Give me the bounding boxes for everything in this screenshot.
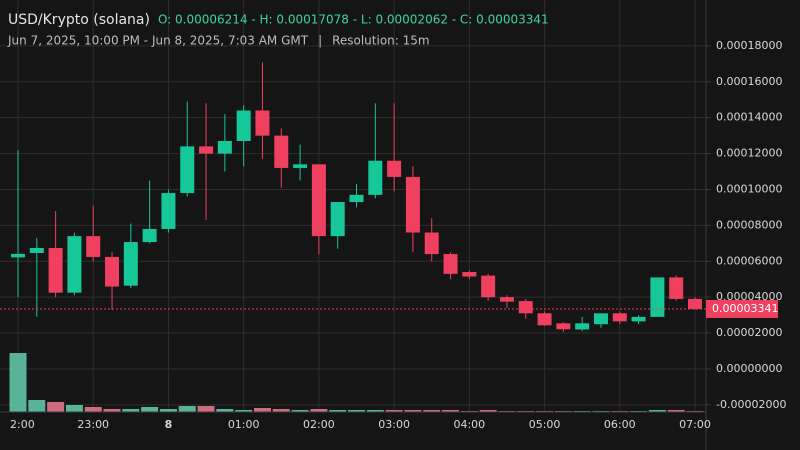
volume-bar — [178, 406, 196, 412]
candle-body — [11, 253, 25, 258]
volume-bar — [404, 410, 422, 412]
y-tick-label: 0.00014000 — [716, 111, 782, 124]
candle-body — [349, 194, 364, 203]
candle-body — [123, 242, 138, 286]
volume-bar — [310, 409, 328, 412]
y-tick-label: -0.00002000 — [716, 398, 786, 411]
resolution: Resolution: 15m — [332, 34, 430, 48]
candle-body — [537, 313, 552, 326]
volume-bar — [28, 400, 46, 412]
volume-bar — [272, 409, 290, 412]
y-tick-label: 0.00016000 — [716, 75, 782, 88]
x-tick-label: 8 — [165, 418, 173, 431]
volume-bar — [141, 407, 159, 412]
volume-bar — [348, 410, 365, 412]
volume-bar — [329, 410, 347, 412]
x-tick-label: 01:00 — [228, 418, 260, 431]
y-tick-label: 0.00012000 — [716, 147, 782, 160]
x-tick-label: 02:00 — [303, 418, 335, 431]
candle-body — [387, 160, 402, 177]
candle-body — [142, 228, 157, 243]
candle-body — [236, 110, 251, 142]
candle-body — [443, 254, 458, 274]
candle-body — [29, 247, 44, 253]
volume-bar — [9, 353, 27, 412]
x-tick-label: 2:00 — [10, 418, 35, 431]
candle-body — [499, 297, 514, 302]
candle-body — [67, 236, 82, 293]
volume-bar — [197, 406, 215, 412]
volume-bar — [122, 409, 140, 412]
chart-title: USD/Krypto (solana) — [8, 12, 150, 28]
candle-body — [669, 277, 684, 299]
candle-body — [612, 313, 627, 322]
volume-bar — [385, 410, 403, 412]
candle-body — [217, 141, 232, 154]
volume-bar — [479, 410, 497, 412]
candle-body — [575, 323, 590, 330]
volume-bar — [648, 410, 666, 412]
candle-body — [631, 316, 646, 322]
candle-body — [593, 313, 608, 325]
last-price-box — [706, 299, 778, 318]
volume-bar — [235, 410, 253, 412]
candle-body — [255, 110, 270, 136]
y-tick-label: 0.00000000 — [716, 362, 782, 375]
candle-body — [650, 277, 665, 317]
x-tick-label: 05:00 — [529, 418, 561, 431]
ohlc-text: O: 0.00006214 - H: 0.00017078 - L: 0.000… — [158, 13, 549, 27]
volume-bar — [84, 407, 102, 412]
candle-body — [330, 202, 345, 237]
volume-bar — [47, 402, 65, 412]
y-tick-label: 0.00018000 — [716, 39, 782, 52]
candle-body — [86, 236, 101, 257]
volume-bar — [103, 409, 121, 412]
candles — [11, 62, 702, 332]
candle-body — [180, 146, 195, 194]
x-tick-label: 04:00 — [453, 418, 485, 431]
candle-body — [368, 160, 383, 195]
y-tick-label: 0.00004000 — [716, 290, 782, 303]
volume-bar — [159, 409, 177, 412]
volume-bar — [442, 410, 460, 412]
volume-bar — [253, 408, 271, 412]
separator: | — [318, 34, 322, 48]
candle-body — [48, 247, 63, 293]
candle-body — [105, 256, 120, 287]
candle-body — [481, 275, 496, 298]
candle-body — [518, 301, 533, 314]
candle-body — [688, 298, 702, 309]
last-price-label: 0.00003341 — [712, 302, 778, 315]
axes: -0.00002000 0.00000000 0.00002000 0.0000400… — [0, 39, 786, 431]
candle-body — [311, 164, 326, 237]
candle-body — [161, 193, 176, 229]
x-tick-label: 23:00 — [77, 418, 109, 431]
volume-bar — [291, 410, 309, 412]
candle-body — [462, 272, 477, 277]
volume-bar — [423, 410, 441, 412]
volume-bar — [216, 409, 234, 412]
x-tick-label: 07:00 — [679, 418, 711, 431]
y-tick-label: 0.00010000 — [716, 182, 782, 195]
grid — [0, 0, 706, 412]
volume-bar — [366, 410, 384, 412]
candle-body — [293, 164, 308, 168]
candle-body — [424, 232, 439, 255]
candle-body — [405, 176, 420, 233]
candle-body — [556, 323, 571, 330]
volume-bar — [667, 410, 685, 412]
x-tick-label: 06:00 — [604, 418, 636, 431]
x-tick-label: 03:00 — [378, 418, 410, 431]
subtitle: Jun 7, 2025, 10:00 PM - Jun 8, 2025, 7:0… — [7, 34, 309, 48]
y-tick-label: 0.00008000 — [716, 218, 782, 231]
volume-bar — [65, 405, 83, 412]
candle-body — [199, 146, 214, 154]
candle-body — [274, 135, 289, 168]
y-tick-label: 0.00006000 — [716, 254, 782, 267]
y-tick-label: 0.00002000 — [716, 326, 782, 339]
